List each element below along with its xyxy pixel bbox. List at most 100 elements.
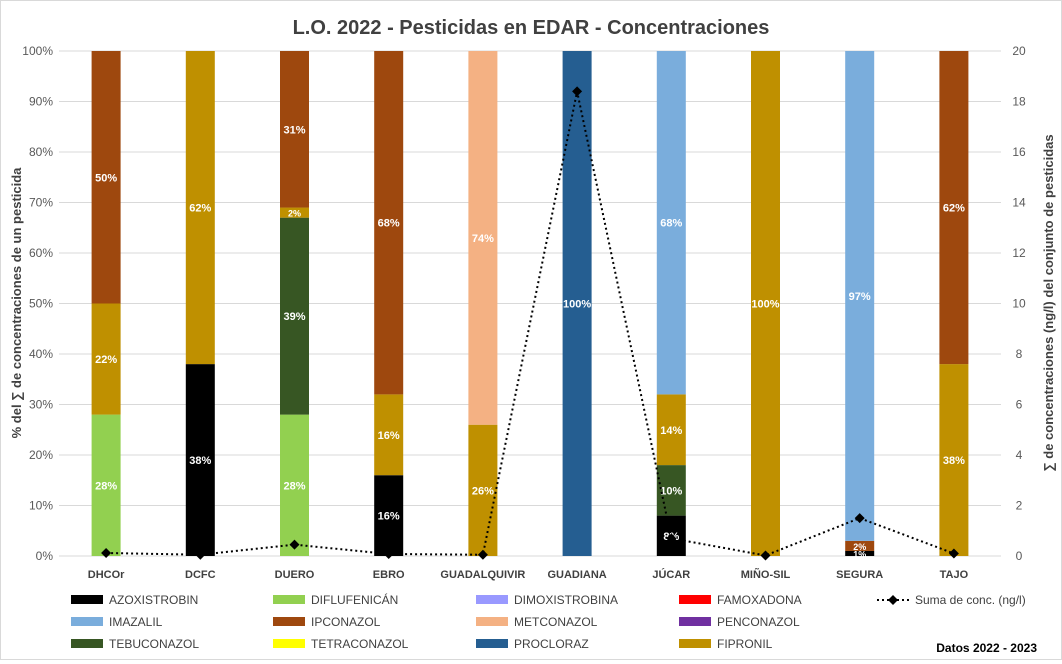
data-label: 2% <box>853 542 866 552</box>
data-label: 1% <box>853 549 866 559</box>
data-label: 50% <box>95 172 117 184</box>
y-tick-label: 80% <box>29 145 53 159</box>
bar-segment <box>656 465 686 516</box>
legend-label: AZOXISTROBIN <box>109 593 198 607</box>
sum-line-marker <box>666 533 677 544</box>
data-source-note: Datos 2022 - 2023 <box>936 641 1037 655</box>
data-label: 62% <box>943 203 965 215</box>
data-label: 16% <box>378 511 400 523</box>
bar-segment <box>468 51 498 425</box>
y-tick-label: 10% <box>29 499 53 513</box>
sum-line-marker <box>854 513 865 524</box>
bar-segment <box>656 51 686 395</box>
bar-segment <box>751 51 780 556</box>
y2-tick-label: 2 <box>1016 499 1023 513</box>
legend-swatch <box>476 595 508 604</box>
legend-swatch <box>71 595 103 604</box>
data-label: 74% <box>472 233 494 245</box>
data-label: 68% <box>378 218 400 230</box>
y2-tick-label: 0 <box>1016 549 1023 563</box>
data-label: 10% <box>660 485 682 497</box>
data-label: 68% <box>660 218 682 230</box>
y-tick-label: 30% <box>29 398 53 412</box>
legend-diamond-marker <box>888 595 898 605</box>
legend-label: PROCLORAZ <box>514 637 589 651</box>
data-label: 28% <box>283 480 305 492</box>
legend-label: DIFLUFENICÁN <box>311 592 398 607</box>
legend-swatch <box>476 639 508 648</box>
legend-label: TEBUCONAZOL <box>109 637 199 651</box>
axes: 0% 10% 20% 30% 40% 50% 60% 70% 80% 90% 100% 0 2 4 6 8 10… <box>22 44 1026 581</box>
sum-line-marker <box>572 86 583 97</box>
y-tick-label: 60% <box>29 246 53 260</box>
legend-swatch <box>476 617 508 626</box>
bars: 28% 22% 50% 38% 62% 28% 39% 2% 31% 16% 16% 68% 26% 74… <box>91 51 969 559</box>
bar-segment <box>280 414 309 556</box>
legend-swatch <box>679 617 711 626</box>
legend-swatch <box>679 595 711 604</box>
legend-label: TETRACONAZOL <box>311 637 409 651</box>
data-label: 97% <box>849 291 871 303</box>
legend-label: FIPRONIL <box>717 637 773 651</box>
sum-line-marker <box>289 539 300 550</box>
legend: AZOXISTROBIN DIFLUFENICÁN DIMOXISTROBINA FA… <box>71 592 1026 651</box>
data-label: 100% <box>751 299 779 311</box>
y-tick-label: 100% <box>22 44 53 58</box>
bar-segment <box>468 424 498 556</box>
data-label: 38% <box>189 455 211 467</box>
y-axis-label: % del ∑ de concentraciones de un pestici… <box>9 167 24 439</box>
y2-tick-label: 14 <box>1012 196 1026 210</box>
bar-segment <box>374 51 404 395</box>
y-tick-label: 0% <box>36 549 54 563</box>
y2-tick-label: 10 <box>1012 297 1026 311</box>
sum-line-marker <box>101 547 112 558</box>
x-tick-label: JÚCAR <box>652 568 690 581</box>
bar-segment <box>280 51 309 208</box>
y2-tick-label: 16 <box>1012 145 1026 159</box>
bar-segment <box>656 394 686 466</box>
legend-label: FAMOXADONA <box>717 593 802 607</box>
sum-line-marker <box>195 549 206 560</box>
data-label: 14% <box>660 425 682 437</box>
data-label: 39% <box>283 311 305 323</box>
bar-segment <box>939 364 969 556</box>
legend-swatch <box>679 639 711 648</box>
y2-axis-label: ∑ de concentraciones (ng/l) del conjunto… <box>1041 134 1056 471</box>
data-label: 2% <box>288 209 301 219</box>
legend-swatch <box>273 639 305 648</box>
sum-line <box>101 86 959 561</box>
bar-segment <box>91 414 121 556</box>
y-tick-label: 90% <box>29 95 53 109</box>
bar-segment <box>374 394 404 476</box>
legend-label: IMAZALIL <box>109 615 163 629</box>
bar-segment <box>91 303 121 415</box>
x-tick-label: MIÑO-SIL <box>741 568 791 581</box>
x-tick-label: TAJO <box>940 569 969 581</box>
x-tick-label: SEGURA <box>836 569 883 581</box>
legend-label: DIMOXISTROBINA <box>514 593 618 607</box>
x-tick-label: GUADIANA <box>547 569 606 581</box>
y-tick-label: 20% <box>29 448 53 462</box>
sum-line-path <box>106 91 955 557</box>
legend-swatch <box>273 617 305 626</box>
data-label: 100% <box>563 299 591 311</box>
y2-tick-label: 20 <box>1012 44 1026 58</box>
y-tick-label: 40% <box>29 347 53 361</box>
y2-tick-label: 6 <box>1016 398 1023 412</box>
chart-title: L.O. 2022 - Pesticidas en EDAR - Concent… <box>293 17 770 39</box>
x-tick-label: DUERO <box>275 569 315 581</box>
bar-segment <box>280 217 309 415</box>
legend-swatch <box>71 639 103 648</box>
x-tick-label: EBRO <box>373 569 405 581</box>
data-label: 28% <box>95 480 117 492</box>
y-tick-label: 70% <box>29 196 53 210</box>
legend-label: IPCONAZOL <box>311 615 381 629</box>
bar-segment <box>185 364 215 556</box>
data-label: 62% <box>189 203 211 215</box>
bar-segment <box>845 550 875 556</box>
bar-segment <box>91 51 121 304</box>
bar-segment <box>845 540 875 551</box>
legend-label: METCONAZOL <box>514 615 598 629</box>
